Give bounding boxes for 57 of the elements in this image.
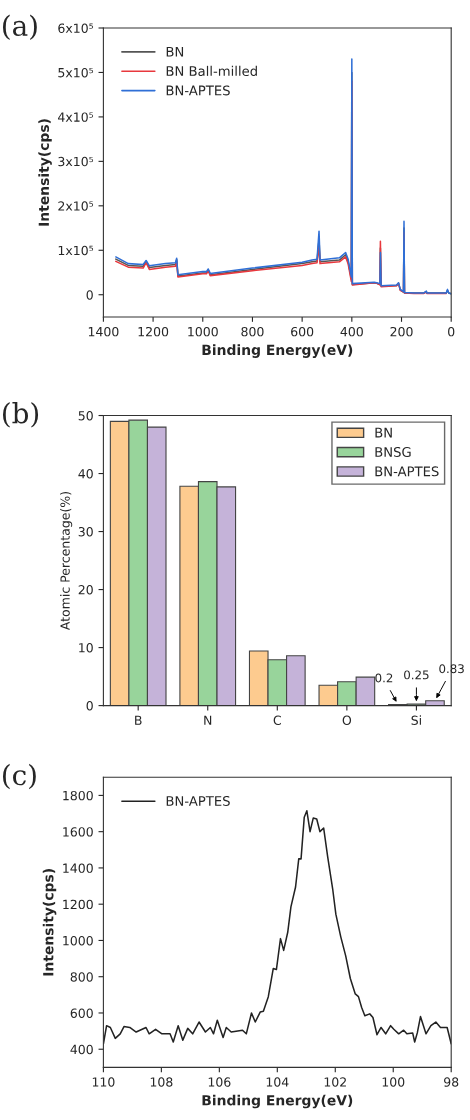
x-tick-label: C <box>273 715 281 725</box>
y-tick-label: 2x10⁵ <box>58 201 94 211</box>
x-tick-label: 0 <box>448 326 455 337</box>
y-tick-label: 5x10⁵ <box>58 67 94 78</box>
y-axis-title: Atomic Percentage(%) <box>60 491 73 631</box>
y-tick-label: 400 <box>70 1044 93 1055</box>
y-tick-label: 1x10⁵ <box>58 245 94 256</box>
x-axis-title: Binding Energy(eV) <box>202 1094 353 1109</box>
y-tick-label: 800 <box>70 972 93 982</box>
legend-label: BN Ball-milled <box>166 65 257 77</box>
x-tick-label: 104 <box>266 1077 289 1087</box>
y-tick-label: 40 <box>78 469 93 479</box>
y-tick-label: 6x10⁵ <box>58 23 94 33</box>
y-tick-label: 0 <box>86 290 93 300</box>
y-tick-label: 3x10⁵ <box>58 156 94 167</box>
x-tick-label: 1000 <box>188 326 218 337</box>
x-tick-label: B <box>135 715 142 725</box>
y-tick-label: 4x10⁵ <box>58 112 94 122</box>
y-axis-title: Intensity(cps) <box>42 869 57 976</box>
legend-label: BN-APTES <box>166 795 230 806</box>
x-tick-label: O <box>342 715 352 725</box>
y-tick-label: 50 <box>78 410 93 421</box>
x-tick-label: Si <box>411 715 421 725</box>
y-tick-label: 1600 <box>63 827 93 837</box>
y-tick-label: 30 <box>78 527 93 537</box>
y-tick-label: 1800 <box>63 790 93 801</box>
x-tick-label: 600 <box>291 326 314 337</box>
x-tick-label: 110 <box>92 1077 115 1087</box>
y-tick-label: 600 <box>70 1008 93 1018</box>
legend-label: BN <box>166 46 184 57</box>
y-tick-label: 1000 <box>63 935 93 946</box>
x-tick-label: 400 <box>340 326 363 337</box>
data-label: 0.2 <box>375 673 393 683</box>
y-tick-label: 20 <box>78 585 93 595</box>
x-tick-label: 102 <box>324 1077 346 1087</box>
y-tick-label: 1200 <box>63 899 93 910</box>
x-tick-label: 108 <box>150 1077 173 1087</box>
chart-title: (a) <box>3 14 37 40</box>
y-axis-title: Intensity(cps) <box>38 119 52 226</box>
y-tick-label: 10 <box>79 643 93 653</box>
x-tick-label: 100 <box>382 1077 405 1087</box>
legend-label: BNSG <box>375 446 411 457</box>
x-tick-label: N <box>204 715 212 725</box>
legend-label: BN-APTES <box>166 85 230 96</box>
x-tick-label: 800 <box>241 326 264 337</box>
y-tick-label: 1400 <box>63 863 93 873</box>
legend-label: BN <box>375 427 392 438</box>
chart-title: (c) <box>3 763 36 790</box>
x-tick-label: 1200 <box>138 326 169 337</box>
x-tick-label: 200 <box>390 326 413 337</box>
data-label: 0.25 <box>404 670 429 680</box>
legend-label: BN-APTES <box>375 466 439 477</box>
x-tick-label: 98 <box>444 1077 459 1087</box>
y-tick-label: 0 <box>86 701 93 711</box>
x-axis-title: Binding Energy(eV) <box>202 344 353 358</box>
chart-title: (b) <box>3 402 39 428</box>
x-tick-label: 106 <box>208 1077 231 1087</box>
